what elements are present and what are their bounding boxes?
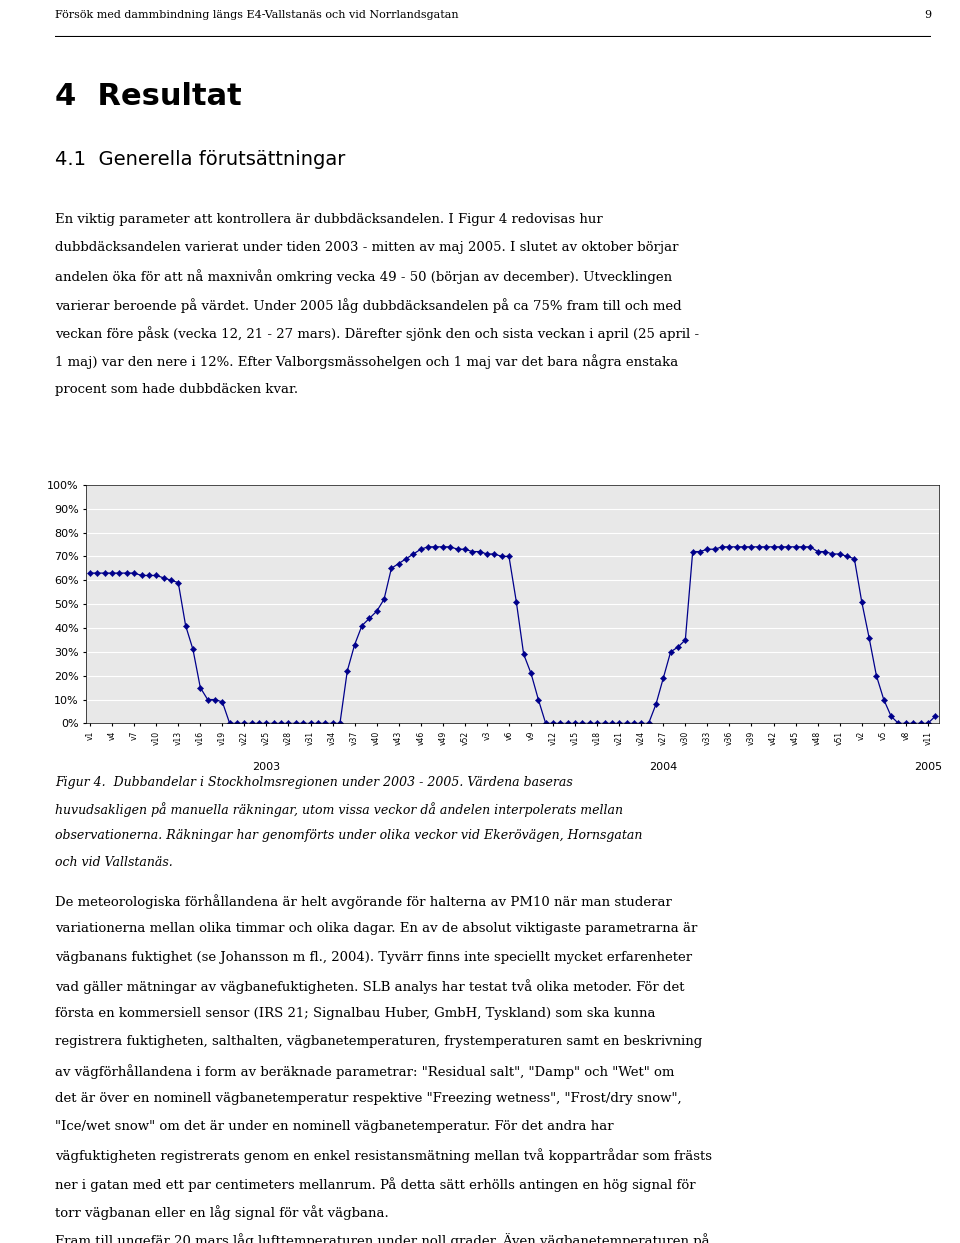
Text: variationerna mellan olika timmar och olika dagar. En av de absolut viktigaste p: variationerna mellan olika timmar och ol… — [55, 922, 697, 935]
Text: "Ice/wet snow" om det är under en nominell vägbanetemperatur. För det andra har: "Ice/wet snow" om det är under en nomine… — [55, 1120, 613, 1134]
Text: 2004: 2004 — [649, 762, 678, 772]
Text: Figur 4.  Dubbandelar i Stockholmsregionen under 2003 - 2005. Värdena baseras: Figur 4. Dubbandelar i Stockholmsregione… — [55, 776, 572, 789]
Text: det är över en nominell vägbanetemperatur respektive "Freezing wetness", "Frost/: det är över en nominell vägbanetemperatu… — [55, 1093, 682, 1105]
Text: andelen öka för att nå maxnivån omkring vecka 49 - 50 (början av december). Utve: andelen öka för att nå maxnivån omkring … — [55, 270, 672, 285]
Text: dubbdäcksandelen varierat under tiden 2003 - mitten av maj 2005. I slutet av okt: dubbdäcksandelen varierat under tiden 20… — [55, 241, 678, 255]
Text: och vid Vallstanäs.: och vid Vallstanäs. — [55, 855, 173, 869]
Text: registrera fuktigheten, salthalten, vägbanetemperaturen, frystemperaturen samt e: registrera fuktigheten, salthalten, vägb… — [55, 1035, 702, 1048]
Text: procent som hade dubbdäcken kvar.: procent som hade dubbdäcken kvar. — [55, 383, 298, 395]
Text: vad gäller mätningar av vägbanefuktigheten. SLB analys har testat två olika meto: vad gäller mätningar av vägbanefuktighet… — [55, 979, 684, 993]
Text: En viktig parameter att kontrollera är dubbdäcksandelen. I Figur 4 redovisas hur: En viktig parameter att kontrollera är d… — [55, 213, 603, 226]
Text: 2003: 2003 — [252, 762, 280, 772]
Text: huvudsakligen på manuella räkningar, utom vissa veckor då andelen interpolerats : huvudsakligen på manuella räkningar, uto… — [55, 803, 623, 818]
Text: vägfuktigheten registrerats genom en enkel resistansmätning mellan två koppartrå: vägfuktigheten registrerats genom en enk… — [55, 1149, 711, 1163]
Text: De meteorologiska förhållandena är helt avgörande för halterna av PM10 när man s: De meteorologiska förhållandena är helt … — [55, 894, 672, 909]
Text: veckan före påsk (vecka 12, 21 - 27 mars). Därefter sjönk den och sista veckan i: veckan före påsk (vecka 12, 21 - 27 mars… — [55, 326, 699, 341]
Text: 4  Resultat: 4 Resultat — [55, 82, 242, 111]
Text: ner i gatan med ett par centimeters mellanrum. På detta sätt erhölls antingen en: ner i gatan med ett par centimeters mell… — [55, 1177, 695, 1192]
Text: 9: 9 — [924, 10, 931, 20]
Text: av vägförhållandena i form av beräknade parametrar: "Residual salt", "Damp" och : av vägförhållandena i form av beräknade … — [55, 1064, 674, 1079]
Text: torr vägbanan eller en låg signal för våt vägbana.: torr vägbanan eller en låg signal för vå… — [55, 1206, 389, 1219]
Text: 1 maj) var den nere i 12%. Efter Valborgsmässohelgen och 1 maj var det bara någr: 1 maj) var den nere i 12%. Efter Valborg… — [55, 354, 678, 369]
Text: 2005: 2005 — [914, 762, 942, 772]
Text: första en kommersiell sensor (IRS 21; Signalbau Huber, GmbH, Tyskland) som ska k: första en kommersiell sensor (IRS 21; Si… — [55, 1007, 656, 1021]
Text: 4.1  Generella förutsättningar: 4.1 Generella förutsättningar — [55, 150, 345, 169]
Text: Försök med dammbindning längs E4-Vallstanäs och vid Norrlandsgatan: Försök med dammbindning längs E4-Vallsta… — [55, 10, 458, 20]
Text: varierar beroende på värdet. Under 2005 låg dubbdäcksandelen på ca 75% fram till: varierar beroende på värdet. Under 2005 … — [55, 298, 682, 313]
Text: observationerna. Räkningar har genomförts under olika veckor vid Ekerövägen, Hor: observationerna. Räkningar har genomfört… — [55, 829, 642, 842]
Text: Fram till ungefär 20 mars låg lufttemperaturen under noll grader. Även vägbanete: Fram till ungefär 20 mars låg lufttemper… — [55, 1233, 709, 1243]
Text: vägbanans fuktighet (se Johansson m fl., 2004). Tyvärr finns inte speciellt myck: vägbanans fuktighet (se Johansson m fl.,… — [55, 951, 692, 963]
